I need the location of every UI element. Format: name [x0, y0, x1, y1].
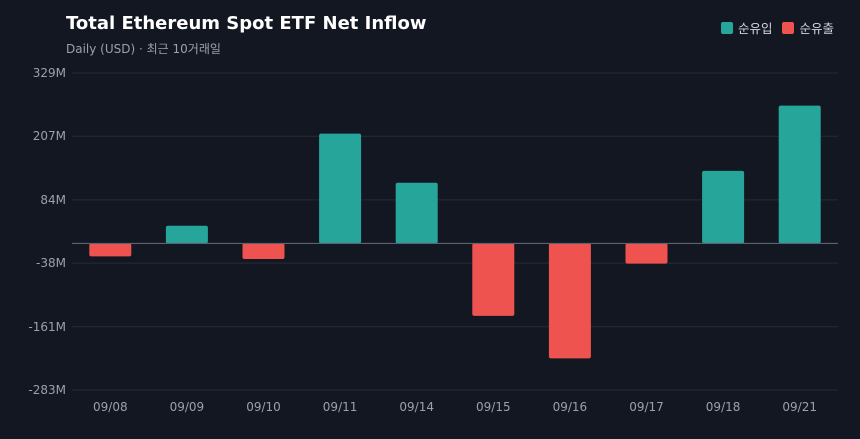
bar: [395, 182, 438, 244]
legend-label-outflow: 순유출: [799, 21, 834, 36]
x-tick-label: 09/11: [323, 400, 358, 414]
bars: [72, 105, 838, 359]
bar: [242, 243, 285, 259]
bar: [165, 225, 208, 244]
x-tick-label: 09/10: [246, 400, 281, 414]
x-tick-label: 09/17: [629, 400, 664, 414]
chart-subtitle: Daily (USD) · 최근 10거래일: [66, 42, 221, 56]
legend-item-outflow[interactable]: 순유출: [782, 18, 834, 37]
chart-title: Total Ethereum Spot ETF Net Inflow: [66, 13, 427, 34]
chart-legend: 순유입 순유출: [720, 18, 834, 37]
legend-swatch-inflow: [720, 21, 733, 34]
x-tick-label: 09/18: [706, 400, 741, 414]
x-tick-label: 09/15: [476, 400, 511, 414]
bar: [778, 105, 821, 244]
y-tick-label: 207M: [33, 129, 66, 143]
bar: [89, 243, 132, 257]
bar: [548, 243, 591, 359]
y-tick-label: 329M: [33, 66, 66, 80]
bar: [625, 243, 668, 264]
x-tick-label: 09/14: [399, 400, 434, 414]
y-tick-label: -161M: [28, 320, 66, 334]
legend-label-inflow: 순유입: [737, 21, 773, 36]
bar: [702, 170, 745, 244]
legend-swatch-outflow: [782, 21, 795, 34]
y-axis: 329M 207M 84M -38M -161M -283M: [28, 66, 66, 397]
x-tick-label: 09/08: [93, 400, 128, 414]
legend-item-inflow[interactable]: 순유입: [720, 18, 773, 37]
y-tick-label: -38M: [36, 256, 66, 270]
bar: [472, 243, 515, 316]
y-tick-label: -283M: [28, 383, 66, 397]
x-tick-label: 09/16: [553, 400, 588, 414]
x-tick-label: 09/09: [170, 400, 205, 414]
bar: [319, 133, 362, 244]
x-axis: 09/08 09/09 09/10 09/11 09/14 09/15 09/16 09/17…: [93, 400, 817, 414]
y-tick-label: 84M: [40, 193, 66, 207]
x-tick-label: 09/21: [782, 400, 817, 414]
